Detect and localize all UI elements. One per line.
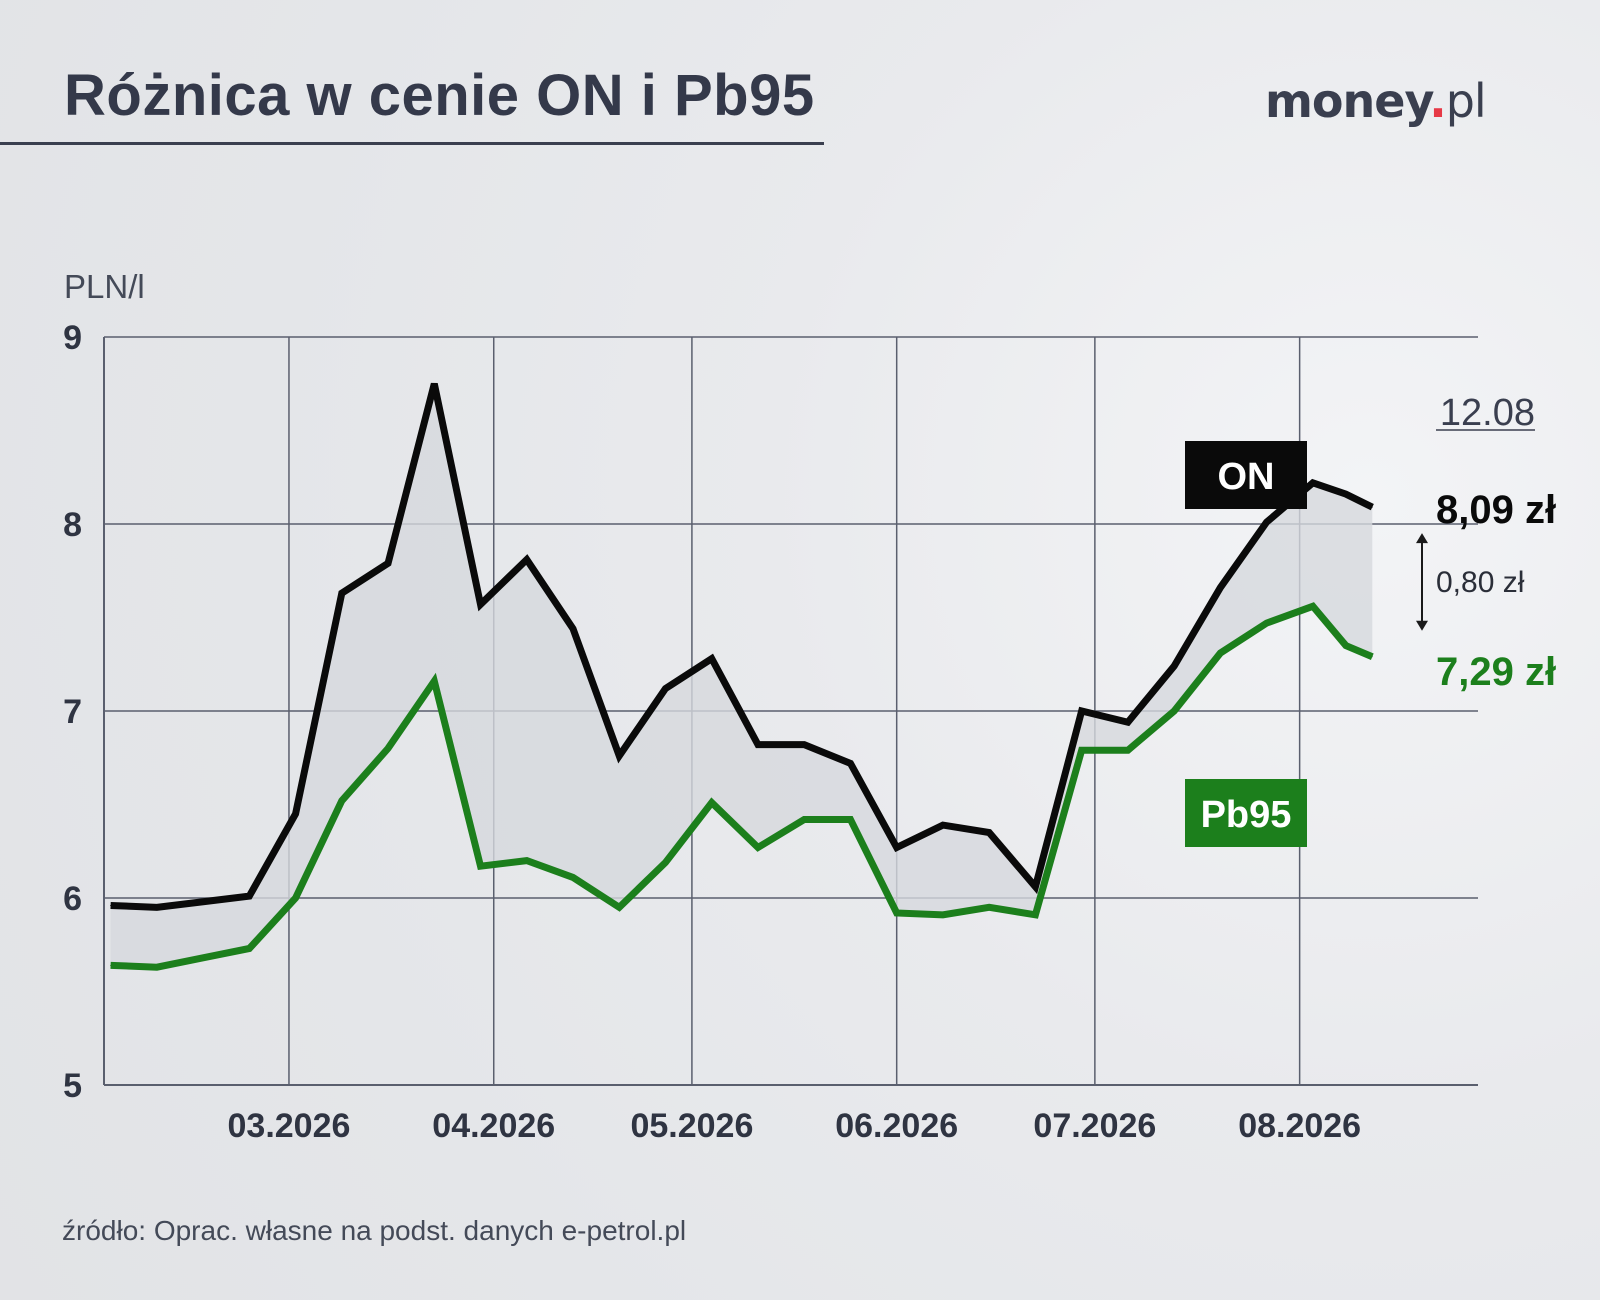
data-point-on [942, 824, 944, 826]
data-point-pb95 [1371, 656, 1373, 658]
data-point-pb95 [110, 964, 112, 966]
logo-dot: . [1429, 74, 1447, 128]
x-tick-label: 05.2026 [630, 1107, 753, 1145]
data-point-on [110, 904, 112, 906]
data-point-pb95 [433, 680, 435, 682]
data-point-on [664, 688, 666, 690]
end-label-pb95: 7,29 zł [1436, 650, 1556, 694]
data-point-on [1312, 482, 1314, 484]
data-point-on [1127, 721, 1129, 723]
title-underline [0, 142, 824, 145]
data-point-pb95 [572, 876, 574, 878]
data-point-on [711, 658, 713, 660]
data-point-pb95 [896, 912, 898, 914]
data-point-pb95 [1173, 710, 1175, 712]
data-point-on [480, 603, 482, 605]
chart-title: Różnica w cenie ON i Pb95 [64, 63, 815, 128]
data-point-on [526, 559, 528, 561]
logo-text-tld: pl [1445, 74, 1487, 128]
difference-area [110, 383, 1373, 968]
series-lines [110, 382, 1374, 971]
data-point-on [988, 832, 990, 834]
data-point-pb95 [1081, 749, 1083, 751]
data-point-pb95 [156, 966, 158, 968]
data-point-on [248, 895, 250, 897]
chart-annotations: 12.08 8,09 zł 7,29 zł 0,80 zł [1416, 392, 1556, 694]
y-tick-label: 7 [63, 693, 82, 731]
data-point-pb95 [1219, 652, 1221, 654]
data-point-on [1081, 710, 1083, 712]
legend-label-on: ON [1218, 456, 1275, 498]
y-tick-label: 8 [63, 506, 82, 544]
legend-label-pb95: Pb95 [1201, 794, 1292, 836]
data-point-pb95 [295, 897, 297, 899]
y-tick-label: 6 [63, 880, 82, 918]
legend-box-pb95 [1185, 779, 1307, 847]
data-point-pb95 [757, 847, 759, 849]
data-point-pb95 [988, 906, 990, 908]
data-point-on [1266, 521, 1268, 523]
data-point-on [1173, 665, 1175, 667]
difference-arrow-head-bottom [1416, 620, 1428, 631]
source-note: źródło: Oprac. własne na podst. danych e… [62, 1215, 687, 1246]
data-point-on [387, 562, 389, 564]
data-point-pb95 [387, 747, 389, 749]
difference-arrow-head-top [1416, 533, 1428, 544]
data-point-on [896, 847, 898, 849]
logo-text-main: money [1265, 74, 1430, 128]
legend-box-on [1185, 441, 1307, 509]
data-point-on [295, 813, 297, 815]
end-label-on: 8,09 zł [1436, 488, 1556, 532]
data-point-pb95 [664, 861, 666, 863]
x-tick-label: 04.2026 [432, 1107, 555, 1145]
date-label: 12.08 [1440, 392, 1535, 434]
data-point-pb95 [849, 818, 851, 820]
data-point-on [341, 592, 343, 594]
data-point-pb95 [1345, 645, 1347, 647]
data-point-pb95 [341, 800, 343, 802]
data-point-on [618, 755, 620, 757]
data-point-on [1219, 587, 1221, 589]
data-point-on [1034, 886, 1036, 888]
data-point-pb95 [942, 914, 944, 916]
x-tick-label: 03.2026 [228, 1107, 351, 1145]
y-tick-label: 5 [63, 1067, 82, 1105]
data-point-on [803, 744, 805, 746]
data-point-pb95 [202, 957, 204, 959]
money-pl-logo: money.pl [1265, 74, 1487, 128]
x-tick-label: 06.2026 [835, 1107, 958, 1145]
x-axis-ticks: 03.2026 04.2026 05.2026 06.2026 07.2026 08.20… [228, 1107, 1362, 1145]
data-point-pb95 [526, 860, 528, 862]
difference-fill [110, 383, 1373, 968]
data-point-on [202, 901, 204, 903]
data-point-on [757, 744, 759, 746]
data-point-on [1345, 493, 1347, 495]
data-point-on [849, 762, 851, 764]
data-point-pb95 [480, 865, 482, 867]
data-point-pb95 [1312, 605, 1314, 607]
data-point-pb95 [711, 802, 713, 804]
data-point-pb95 [1127, 749, 1129, 751]
data-point-on [1371, 506, 1373, 508]
y-axis-ticks: 5 6 7 8 9 [63, 319, 82, 1105]
data-point-pb95 [1034, 914, 1036, 916]
data-point-on [156, 906, 158, 908]
chart-legend: ON Pb95 [1185, 441, 1307, 847]
data-point-on [433, 383, 435, 385]
data-point-pb95 [618, 906, 620, 908]
x-tick-label: 08.2026 [1238, 1107, 1361, 1145]
data-point-on [572, 628, 574, 630]
data-point-pb95 [803, 818, 805, 820]
y-axis-unit-label: PLN/l [64, 268, 145, 305]
y-tick-label: 9 [63, 319, 82, 357]
difference-label: 0,80 zł [1436, 566, 1525, 599]
data-point-pb95 [1266, 622, 1268, 624]
x-tick-label: 07.2026 [1033, 1107, 1156, 1145]
data-point-pb95 [248, 947, 250, 949]
